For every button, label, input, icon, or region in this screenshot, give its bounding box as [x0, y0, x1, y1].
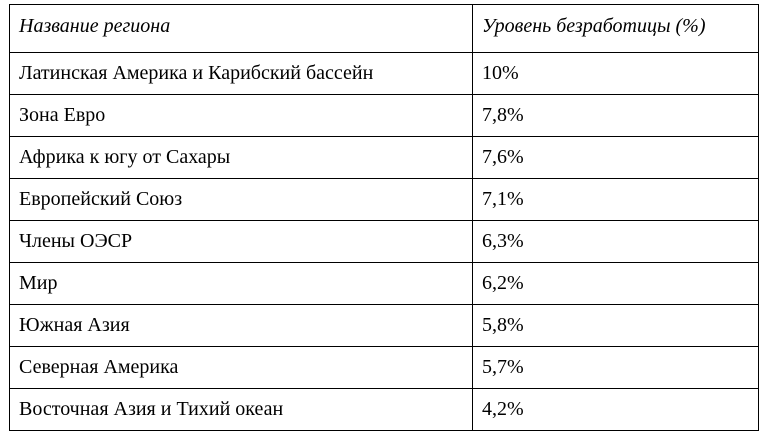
table-header-row: Название региона Уровень безработицы (%)	[9, 4, 759, 53]
unemployment-table: Название региона Уровень безработицы (%)…	[9, 4, 759, 431]
table-row: Африка к югу от Сахары 7,6%	[9, 136, 759, 179]
header-region-name: Название региона	[9, 4, 473, 53]
region-name-cell: Южная Азия	[9, 304, 473, 347]
table-row: Зона Евро 7,8%	[9, 94, 759, 137]
unemployment-rate-cell: 7,6%	[472, 136, 759, 179]
unemployment-rate-cell: 5,8%	[472, 304, 759, 347]
region-name-cell: Латинская Америка и Карибский бассейн	[9, 52, 473, 95]
region-name-cell: Члены ОЭСР	[9, 220, 473, 263]
table-row: Европейский Союз 7,1%	[9, 178, 759, 221]
region-name-cell: Зона Евро	[9, 94, 473, 137]
unemployment-rate-cell: 10%	[472, 52, 759, 95]
unemployment-rate-cell: 4,2%	[472, 388, 759, 431]
region-name-cell: Африка к югу от Сахары	[9, 136, 473, 179]
unemployment-rate-cell: 5,7%	[472, 346, 759, 389]
region-name-cell: Европейский Союз	[9, 178, 473, 221]
table-row: Северная Америка 5,7%	[9, 346, 759, 389]
table-row: Мир 6,2%	[9, 262, 759, 305]
header-unemployment-rate: Уровень безработицы (%)	[472, 4, 759, 53]
unemployment-rate-cell: 7,1%	[472, 178, 759, 221]
region-name-cell: Северная Америка	[9, 346, 473, 389]
unemployment-rate-cell: 6,3%	[472, 220, 759, 263]
unemployment-rate-cell: 7,8%	[472, 94, 759, 137]
table-row: Восточная Азия и Тихий океан 4,2%	[9, 388, 759, 431]
table-row: Южная Азия 5,8%	[9, 304, 759, 347]
region-name-cell: Мир	[9, 262, 473, 305]
unemployment-rate-cell: 6,2%	[472, 262, 759, 305]
table-row: Члены ОЭСР 6,3%	[9, 220, 759, 263]
table-row: Латинская Америка и Карибский бассейн 10…	[9, 52, 759, 95]
region-name-cell: Восточная Азия и Тихий океан	[9, 388, 473, 431]
